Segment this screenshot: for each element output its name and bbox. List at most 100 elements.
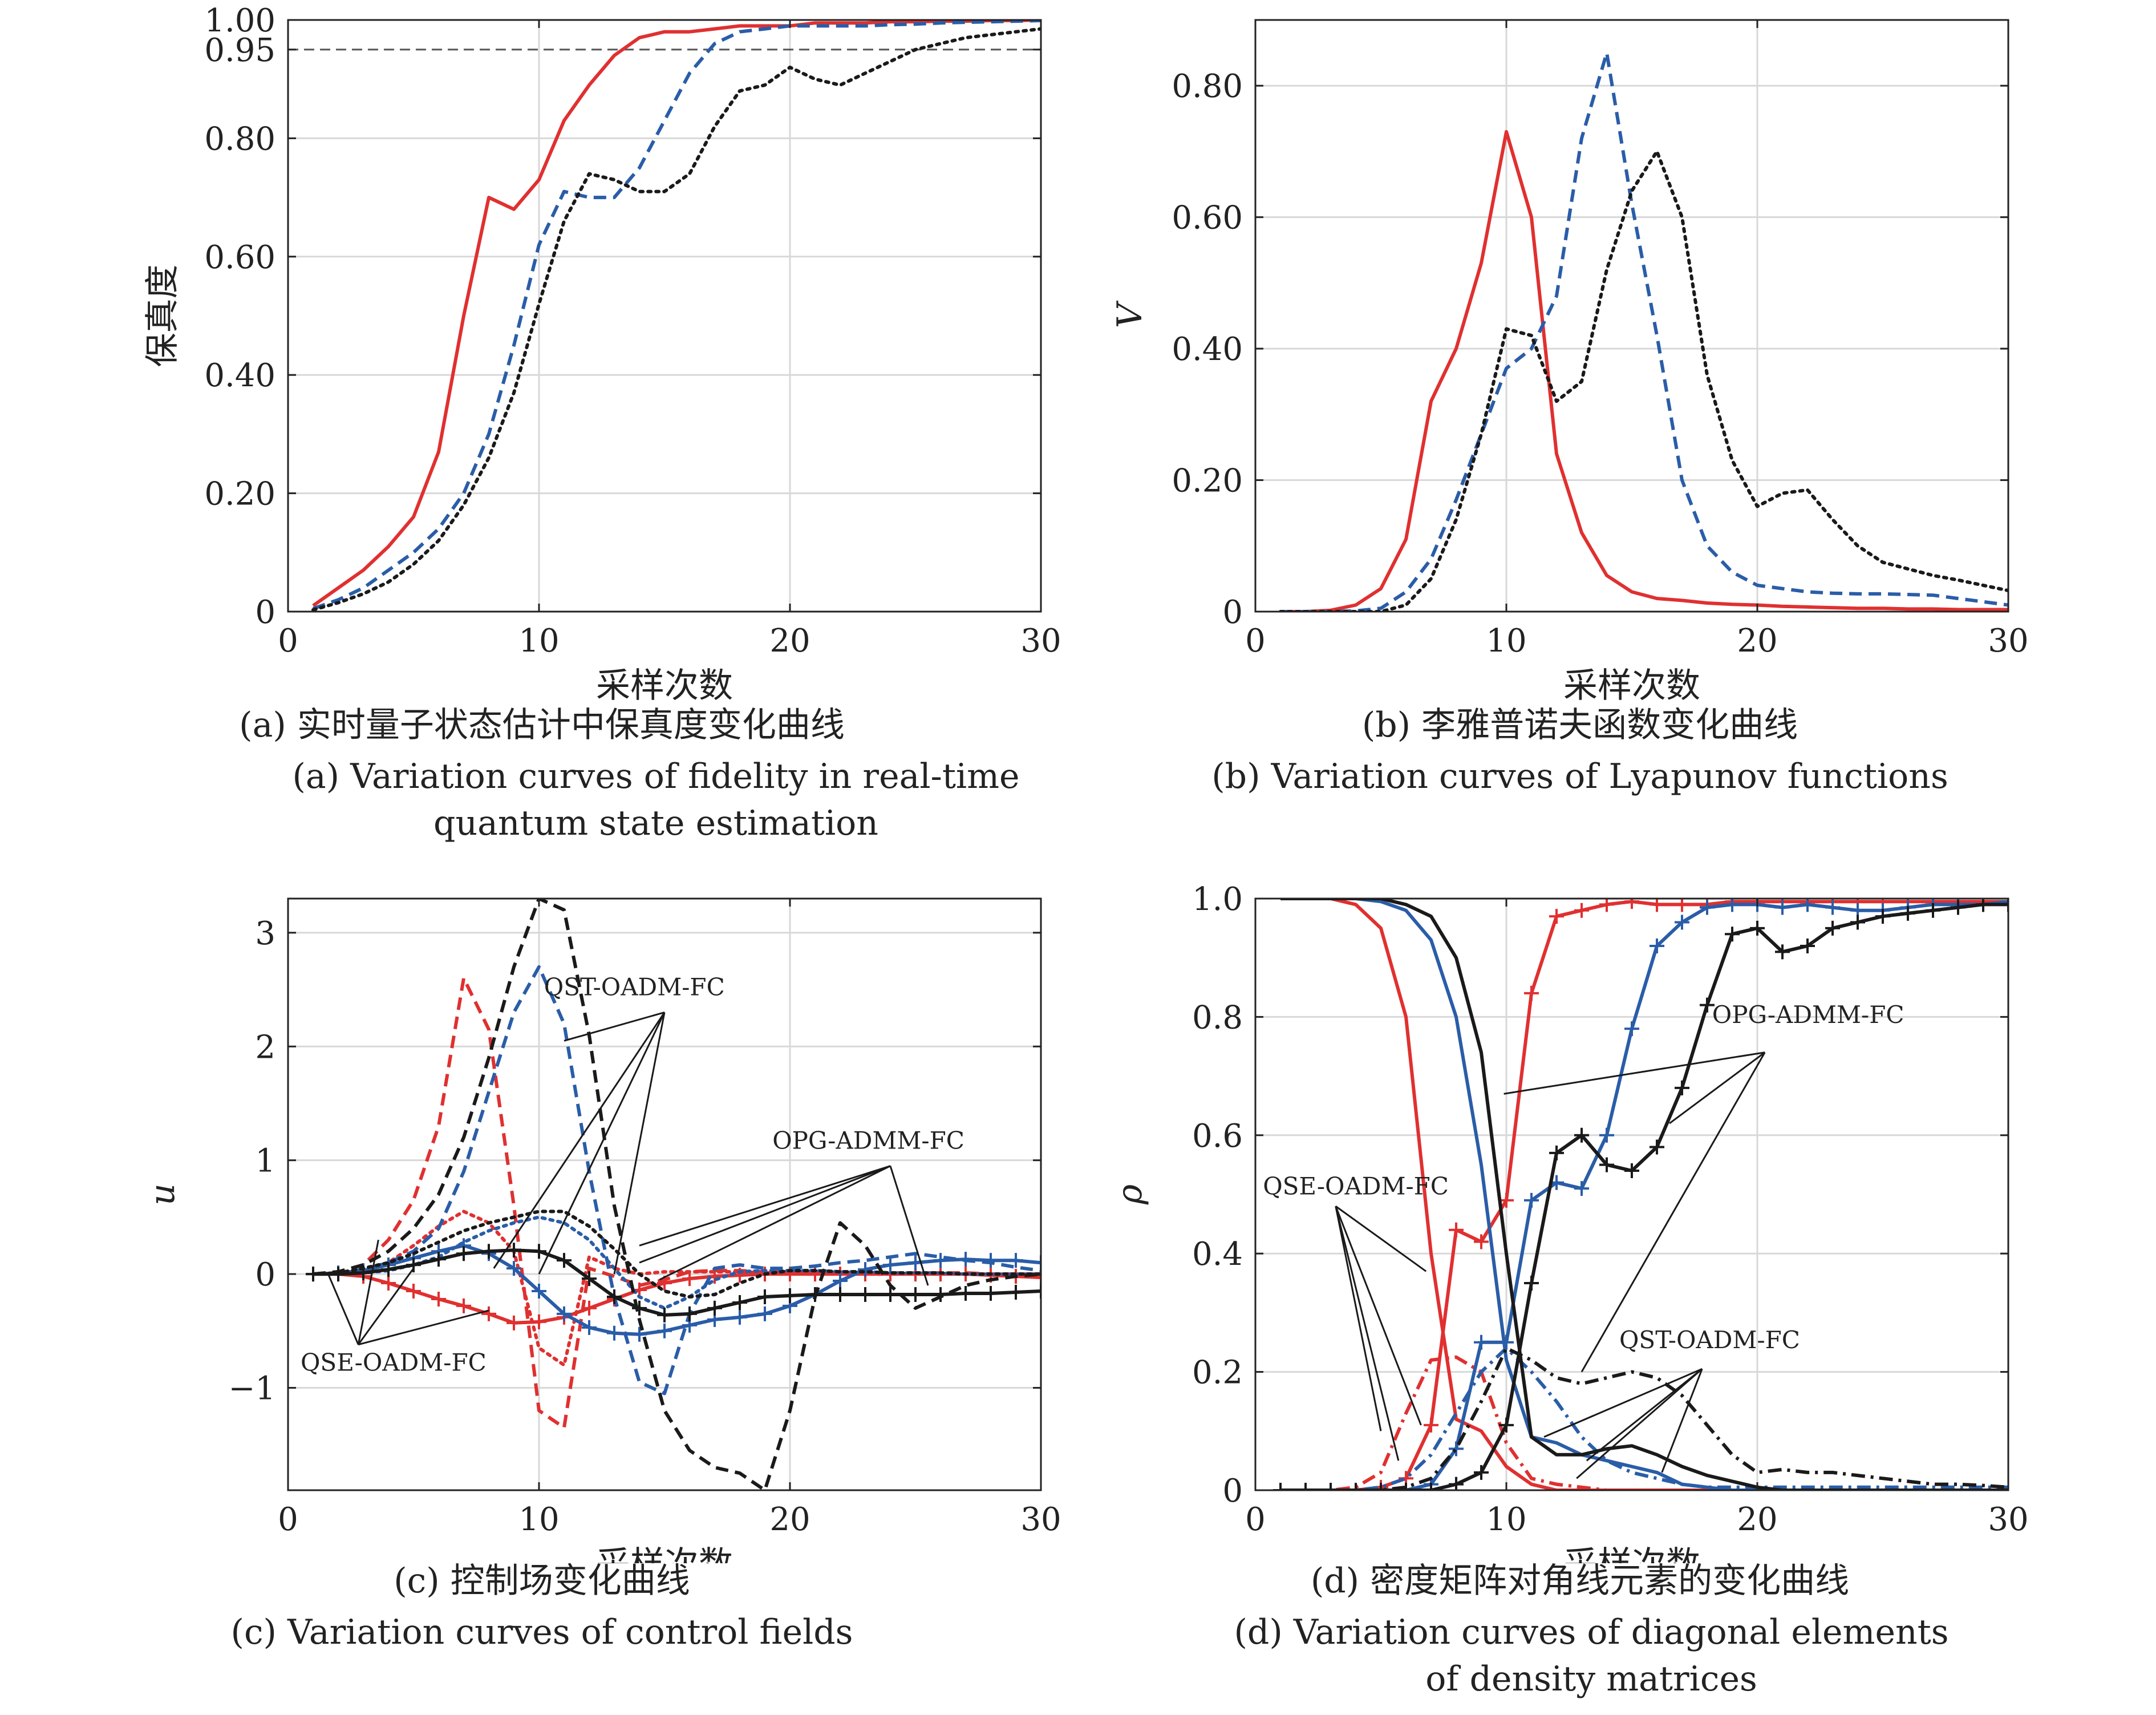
series-marker [682, 1306, 697, 1321]
annotation-leader [889, 1166, 929, 1286]
y-tick-label: 1.00 [204, 2, 275, 39]
series-group [311, 20, 1041, 612]
series-line-black-dashdot [1280, 1346, 2008, 1490]
annotation-label: OPG-ADMM-FC [772, 1127, 964, 1155]
series-marker [1499, 1334, 1514, 1350]
series-marker [1775, 944, 1790, 960]
y-tick-label: 0.4 [1192, 1236, 1243, 1273]
caption-d-en: (d) Variation curves of diagonal element… [1234, 1612, 1949, 1699]
series-marker [1034, 1284, 1041, 1299]
series-marker [1700, 997, 1715, 1013]
caption-b-en: (b) Variation curves of Lyapunov functio… [1211, 757, 1948, 796]
annotation-leader [1335, 1206, 1382, 1431]
series-marker [1926, 903, 1940, 918]
series-marker [1449, 1222, 1464, 1237]
series-marker [532, 1244, 546, 1259]
x-tick-label: 30 [1988, 1501, 2028, 1538]
x-axis-title: 采样次数 [596, 1544, 733, 1563]
series-marker [381, 1276, 396, 1291]
x-tick-label: 20 [769, 622, 810, 660]
y-tick-label: 3 [255, 915, 275, 952]
series-marker [1474, 1234, 1489, 1249]
series-marker [883, 1257, 898, 1273]
annotation-label: OPG-ADMM-FC [1712, 1001, 1904, 1029]
y-tick-label: 0 [1222, 1473, 1243, 1510]
series-marker [1850, 915, 1865, 930]
series-marker [1750, 920, 1765, 936]
series-marker [958, 1252, 973, 1267]
series-marker [783, 1288, 797, 1303]
series-marker [406, 1284, 421, 1299]
annotation-leader [1669, 1051, 1766, 1125]
annotation-leader [1503, 1051, 1765, 1095]
series-marker [1474, 1334, 1489, 1350]
series-marker [1775, 900, 1790, 915]
series-line-blue-solid [313, 1244, 1041, 1336]
annotation-leader [659, 1165, 891, 1281]
series-marker [1800, 899, 1815, 912]
series-marker [1675, 899, 1689, 912]
series-marker [1399, 1483, 1413, 1490]
series-marker [1624, 899, 1639, 909]
series-line-black-dotted [311, 27, 1041, 612]
series-marker [582, 1320, 597, 1335]
y-tick-label: 0.60 [204, 239, 275, 276]
series-marker [1298, 1483, 1313, 1490]
series-marker [1449, 1477, 1464, 1490]
series-marker [1524, 1276, 1539, 1291]
series-marker [657, 1323, 672, 1338]
series-marker [933, 1287, 948, 1302]
series-marker [356, 1265, 371, 1281]
annotation-leader [357, 1239, 379, 1345]
caption-c-zh: (c) 控制场变化曲线 [394, 1561, 690, 1601]
series-marker [431, 1252, 446, 1267]
series-marker [1273, 1483, 1288, 1490]
series-marker [1574, 1181, 1589, 1196]
y-tick-label: 0 [255, 594, 275, 631]
annotation-leader [357, 1268, 415, 1345]
series-marker [1449, 1441, 1464, 1457]
series-marker [1574, 1127, 1589, 1143]
series-marker [607, 1325, 622, 1341]
series-marker [1524, 985, 1539, 1001]
y-axis-title: u [143, 1183, 183, 1206]
annotation-leader [1580, 1051, 1766, 1373]
plot-frame [287, 897, 1042, 1491]
series-marker [983, 1285, 998, 1301]
series-marker [757, 1289, 772, 1304]
annotation-leader [1335, 1206, 1427, 1272]
series-marker [1624, 1163, 1639, 1179]
y-tick-label: 0.6 [1192, 1118, 1243, 1155]
series-marker [1034, 1270, 1041, 1285]
series-marker [657, 1307, 672, 1322]
annotation-leader [1586, 1368, 1703, 1462]
annotation-label: QSE-OADM-FC [301, 1349, 487, 1377]
y-tick-label: 0.80 [1172, 68, 1243, 105]
y-axis-title: 保真度 [143, 265, 183, 367]
series-marker [1976, 899, 1991, 912]
series-marker [833, 1273, 848, 1289]
y-tick-label: 0 [1222, 594, 1243, 631]
series-marker [506, 1261, 521, 1276]
caption-d-zh: (d) 密度矩阵对角线元素的变化曲线 [1310, 1561, 1850, 1601]
x-axis-title: 采样次数 [1563, 666, 1700, 706]
plot-frame [1254, 19, 2009, 613]
series-marker [532, 1314, 546, 1329]
x-tick-label: 10 [1486, 622, 1526, 660]
series-line-black-dotted [1279, 149, 2008, 612]
series-marker [757, 1306, 772, 1321]
x-tick-label: 0 [1245, 622, 1266, 660]
series-marker [682, 1271, 697, 1287]
series-marker [1650, 1139, 1664, 1155]
annotation-leader [538, 1012, 666, 1275]
series-marker [858, 1287, 873, 1302]
series-marker [1725, 899, 1740, 912]
series-marker [707, 1300, 722, 1316]
caption-b-zh: (b) 李雅普诺夫函数变化曲线 [1361, 705, 1798, 745]
series-marker [1599, 899, 1614, 912]
series-marker [607, 1289, 622, 1304]
series-marker [582, 1300, 597, 1316]
annotation-leader [1335, 1206, 1400, 1461]
series-marker [933, 1253, 948, 1268]
